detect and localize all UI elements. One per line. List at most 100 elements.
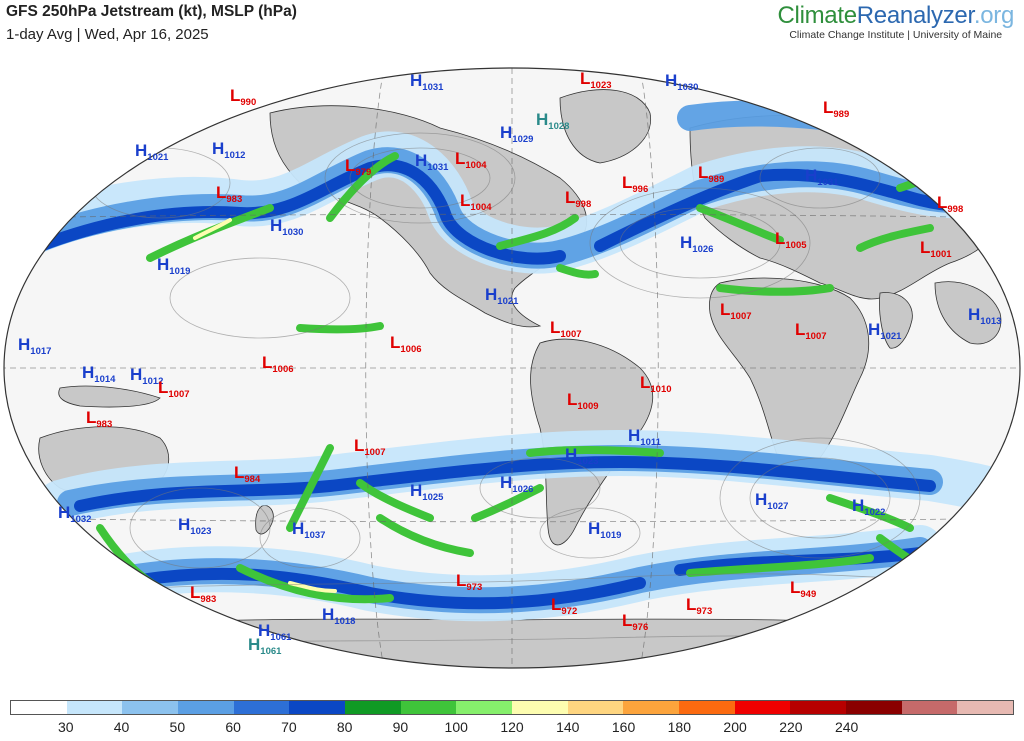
high-pressure-center: H1012 xyxy=(130,365,163,387)
low-pressure-center: L984 xyxy=(234,463,261,485)
colorbar-tick-label: 60 xyxy=(225,719,241,735)
low-pressure-center: L949 xyxy=(790,578,816,600)
low-pressure-center: L972 xyxy=(551,595,577,617)
high-pressure-center: H1031 xyxy=(805,166,839,188)
low-pressure-center: L983 xyxy=(216,183,242,205)
colorbar-segment xyxy=(734,701,791,714)
low-pressure-center: L983 xyxy=(190,583,216,605)
high-pressure-center: H1013 xyxy=(968,305,1001,327)
low-pressure-center: L989 xyxy=(698,163,724,185)
colorbar-tick-label: 120 xyxy=(500,719,524,735)
high-pressure-center: H1031 xyxy=(415,151,449,173)
high-pressure-center: H1021 xyxy=(485,285,519,307)
low-pressure-center: L979 xyxy=(345,156,371,178)
land-indonesia xyxy=(58,385,161,408)
low-pressure-center: L983 xyxy=(86,408,112,430)
land-new-zealand xyxy=(255,505,274,535)
low-pressure-center: L1007 xyxy=(354,436,386,458)
colorbar-segment xyxy=(11,701,67,714)
colorbar-segment xyxy=(790,701,847,714)
brand-wordmark-part2: Reanalyzer xyxy=(856,2,974,29)
high-pressure-center: H1061 xyxy=(248,635,282,657)
colorbar-tick-label: 50 xyxy=(169,719,186,735)
high-pressure-center: H1018 xyxy=(322,605,355,627)
wind-speed-colorbar xyxy=(10,700,1014,715)
high-pressure-center: H1012 xyxy=(212,139,245,161)
low-pressure-center: L996 xyxy=(622,173,648,195)
colorbar-segment xyxy=(957,701,1014,714)
high-pressure-center: H1032 xyxy=(58,503,91,525)
colorbar-segment xyxy=(345,701,401,714)
colorbar-segment xyxy=(233,701,290,714)
high-pressure-center: H1019 xyxy=(157,255,190,277)
high-pressure-center: H1028 xyxy=(536,110,569,132)
high-pressure-center: H1025 xyxy=(410,481,444,503)
colorbar-tick-label: 70 xyxy=(281,719,297,735)
land-india xyxy=(879,292,913,349)
colorbar-segment xyxy=(901,701,958,714)
high-pressure-center: H1023 xyxy=(178,515,211,537)
high-pressure-center: H1030 xyxy=(270,216,303,238)
graticule xyxy=(4,68,1020,668)
colorbar-segment xyxy=(846,701,902,714)
colorbar-tick-labels: 30 40 50 60 70 80 90 100 120 140 160 180 200 220 240 xyxy=(10,719,1014,737)
brand-logo[interactable]: ClimateReanalyzer.org Climate Change Ins… xyxy=(778,2,1015,41)
low-pressure-center: L990 xyxy=(230,86,256,108)
land-southeast-asia xyxy=(934,281,1002,345)
low-pressure-center: L1004 xyxy=(455,149,487,171)
high-pressure-center: H1023 xyxy=(565,445,598,467)
high-pressure-center: H1011 xyxy=(628,426,662,448)
colorbar-segment xyxy=(178,701,234,714)
map-subtitle: 1-day Avg | Wed, Apr 16, 2025 xyxy=(6,26,209,43)
high-pressure-center: H1061 xyxy=(258,621,292,643)
low-pressure-center: L1007 xyxy=(158,378,190,400)
low-pressure-center: L1007 xyxy=(720,300,752,322)
colorbar-tick-label: 30 xyxy=(57,719,74,735)
colorbar-tick-label: 100 xyxy=(444,719,468,735)
high-pressure-center: H1037 xyxy=(292,519,325,541)
colorbar-tick-label: 140 xyxy=(556,719,580,735)
colorbar-segment xyxy=(122,701,179,714)
world-jetstream-map: L990 H1021 H1012 L983 H1030 H1019 H1031 L979 H10… xyxy=(3,67,1021,669)
land-greenland xyxy=(559,89,652,164)
brand-wordmark: ClimateReanalyzer.org xyxy=(778,2,1015,30)
high-pressure-center: H1027 xyxy=(755,490,788,512)
high-pressure-center: H1029 xyxy=(500,123,533,145)
brand-subtitle: Climate Change Institute | University of… xyxy=(789,29,1003,41)
low-pressure-center: L976 xyxy=(622,611,648,633)
colorbar-segment xyxy=(289,701,346,714)
low-pressure-center: L998 xyxy=(937,193,963,215)
colorbar-tick-label: 160 xyxy=(611,719,636,735)
high-pressure-center: H1019 xyxy=(588,519,621,541)
high-pressure-center: H1014 xyxy=(82,363,116,385)
low-pressure-center: L973 xyxy=(686,595,712,617)
colorbar-tick-label: 200 xyxy=(723,719,747,735)
low-pressure-center: L1023 xyxy=(580,69,612,91)
colorbar-segment xyxy=(66,701,123,714)
high-pressure-center: H1026 xyxy=(500,473,533,495)
high-pressure-center: H1021 xyxy=(135,141,169,163)
globe-outline xyxy=(3,67,1021,669)
colorbar-tick-label: 90 xyxy=(392,719,409,735)
low-pressure-center: L1006 xyxy=(262,353,294,375)
low-pressure-center: L1009 xyxy=(567,390,599,412)
high-pressure-center: H1017 xyxy=(18,335,51,357)
high-pressure-center: H1030 xyxy=(665,71,698,93)
low-pressure-center: L1005 xyxy=(775,229,807,251)
high-pressure-center: H1022 xyxy=(852,496,885,518)
low-pressure-center: L1004 xyxy=(460,191,492,213)
high-pressure-center: H1021 xyxy=(868,320,902,342)
colorbar-tick-label: 240 xyxy=(834,719,859,735)
colorbar-tick-label: 180 xyxy=(667,719,692,735)
low-pressure-center: L1007 xyxy=(550,318,582,340)
colorbar-tick-label: 220 xyxy=(779,719,803,735)
colorbar-segment xyxy=(456,701,513,714)
low-pressure-center: L998 xyxy=(565,188,591,210)
colorbar-segment xyxy=(679,701,735,714)
colorbar-segment xyxy=(567,701,624,714)
low-pressure-center: L1006 xyxy=(390,333,422,355)
colorbar-segment xyxy=(512,701,568,714)
colorbar-tick-label: 40 xyxy=(113,719,130,735)
low-pressure-center: L1001 xyxy=(920,238,952,260)
high-pressure-center: H1031 xyxy=(410,71,444,93)
